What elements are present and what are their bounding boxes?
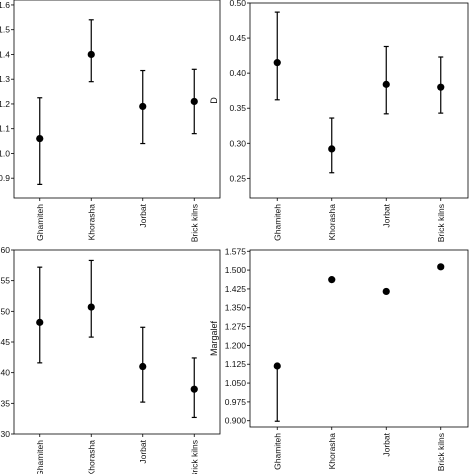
chart-panel-3: 0.30 0.35 0.40 0.45 0.50 0.55 0.60 Ghamiteh Khor… bbox=[0, 245, 221, 474]
y-tick-label: 1.050 bbox=[225, 378, 247, 388]
x-category-label: Brick kilns bbox=[436, 204, 446, 242]
data-point bbox=[190, 385, 198, 393]
y-tick-label: 0.900 bbox=[225, 416, 247, 426]
data-point bbox=[139, 362, 147, 371]
x-category-label: Jorbat bbox=[138, 203, 148, 227]
chart-panel-2: 0.25 0.30 0.35 0.40 0.45 0.50 Ghamiteh Khorasha… bbox=[209, 0, 469, 242]
data-point bbox=[328, 276, 336, 284]
plot-frame bbox=[249, 249, 469, 428]
y-tick-label: 0.9 bbox=[0, 173, 10, 183]
y-tick-label: 1.275 bbox=[225, 322, 247, 332]
y-tick-label: 1.575 bbox=[225, 246, 247, 256]
plot-frame bbox=[13, 249, 221, 435]
data-point bbox=[139, 102, 147, 111]
data-point bbox=[273, 362, 281, 370]
x-category-label: Brick kilns bbox=[189, 440, 199, 474]
data-point bbox=[190, 97, 198, 106]
x-category-label: Ghamiteh bbox=[272, 204, 282, 241]
data-point bbox=[382, 287, 390, 296]
chart-panel-4: 0.900 0.975 1.050 1.125 1.200 1.275 1.350 1.425… bbox=[209, 246, 469, 471]
y-axis-title: D bbox=[209, 97, 219, 104]
y-tick-label: 1.5 bbox=[0, 25, 10, 35]
y-tick-label: 1.350 bbox=[225, 303, 247, 313]
data-point bbox=[87, 50, 95, 59]
plot-frame bbox=[249, 2, 469, 199]
y-tick-label: 1.125 bbox=[225, 359, 247, 369]
y-tick-label: 0.975 bbox=[225, 397, 247, 407]
y-tick-label: 0.35 bbox=[0, 398, 10, 408]
data-point bbox=[328, 145, 336, 153]
chart-panel-1: 0.9 1.0 1.1 1.2 1.3 1.4 1.5 1.6 Ghamiteh Khorasha… bbox=[0, 0, 221, 242]
y-tick-label: 1.200 bbox=[225, 340, 247, 350]
y-tick-label: 1.1 bbox=[0, 124, 10, 134]
y-tick-label: 0.30 bbox=[229, 138, 246, 148]
y-tick-label: 1.6 bbox=[0, 0, 10, 10]
x-category-label: Khorasha bbox=[327, 433, 337, 470]
x-category-label: Khorasha bbox=[86, 204, 96, 241]
data-point bbox=[437, 263, 445, 271]
y-tick-label: 1.4 bbox=[0, 49, 10, 59]
y-tick-label: 0.55 bbox=[0, 276, 10, 286]
plot-frame bbox=[13, 0, 221, 199]
x-category-label: Jorbat bbox=[381, 432, 391, 456]
data-point bbox=[437, 83, 445, 91]
x-category-label: Khorasha bbox=[86, 440, 96, 474]
x-category-label: Ghamiteh bbox=[35, 204, 45, 241]
y-tick-label: 0.35 bbox=[229, 103, 246, 113]
x-category-label: Jorbat bbox=[138, 439, 148, 463]
data-point bbox=[36, 135, 44, 143]
y-tick-label: 1.0 bbox=[0, 148, 10, 158]
y-tick-label: 1.2 bbox=[0, 99, 10, 109]
y-tick-label: 0.50 bbox=[0, 306, 10, 316]
y-tick-label: 0.30 bbox=[0, 429, 10, 439]
y-tick-label: 0.40 bbox=[229, 68, 246, 78]
y-tick-label: 1.500 bbox=[225, 265, 247, 275]
y-tick-label: 0.45 bbox=[0, 337, 10, 347]
y-tick-label: 0.45 bbox=[229, 33, 246, 43]
y-tick-label: 1.425 bbox=[225, 284, 247, 294]
data-point bbox=[273, 59, 281, 67]
x-category-label: Ghamiteh bbox=[35, 440, 45, 474]
y-tick-label: 0.25 bbox=[229, 173, 246, 183]
x-category-label: Jorbat bbox=[381, 203, 391, 227]
x-category-label: Brick kilns bbox=[436, 433, 446, 471]
x-category-label: Khorasha bbox=[327, 204, 337, 241]
y-tick-label: 0.60 bbox=[0, 245, 10, 255]
y-axis-title: Margalef bbox=[209, 320, 219, 356]
x-category-label: Ghamiteh bbox=[272, 433, 282, 470]
data-point bbox=[382, 80, 390, 88]
data-point bbox=[36, 318, 44, 326]
y-tick-label: 0.40 bbox=[0, 368, 10, 378]
data-point bbox=[87, 303, 95, 311]
y-tick-label: 1.3 bbox=[0, 74, 10, 84]
x-category-label: Brick kilns bbox=[189, 204, 199, 242]
y-tick-label: 0.50 bbox=[229, 0, 246, 8]
